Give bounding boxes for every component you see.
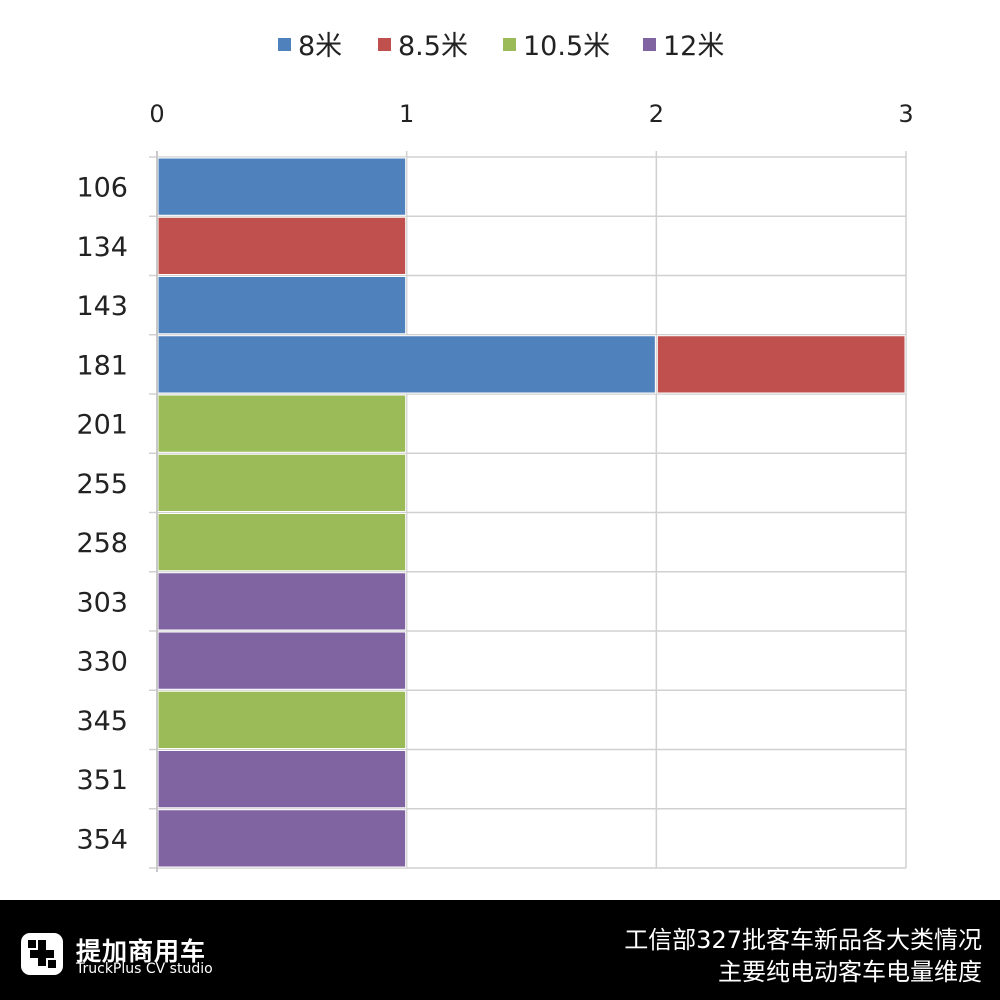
legend-label: 8米 bbox=[298, 31, 342, 62]
category-label: 134 bbox=[76, 232, 128, 263]
category-label: 258 bbox=[76, 528, 128, 559]
category-label: 181 bbox=[76, 350, 128, 381]
x-tick-label: 3 bbox=[898, 100, 913, 128]
brand-name-cn: 提加商用车 bbox=[76, 937, 207, 966]
category-label: 255 bbox=[76, 469, 128, 500]
bar-segment bbox=[157, 216, 407, 275]
bar-segment bbox=[157, 572, 407, 631]
legend-label: 8.5米 bbox=[398, 31, 468, 62]
x-tick-label: 2 bbox=[649, 100, 664, 128]
legend-swatch bbox=[278, 38, 291, 51]
bar-segment bbox=[157, 750, 407, 809]
category-label: 354 bbox=[76, 824, 128, 855]
category-label: 143 bbox=[76, 291, 128, 322]
category-label: 351 bbox=[76, 765, 128, 796]
bar-segment bbox=[157, 809, 407, 868]
bar-segment bbox=[157, 276, 407, 335]
caption-line-1: 工信部327批客车新品各大类情况 bbox=[624, 926, 982, 954]
x-tick-label: 0 bbox=[149, 100, 164, 128]
category-label: 345 bbox=[76, 706, 128, 737]
caption-line-2: 主要纯电动客车电量维度 bbox=[718, 958, 982, 986]
truckplus-logo-icon bbox=[21, 933, 63, 975]
category-label: 106 bbox=[76, 173, 128, 204]
category-label: 330 bbox=[76, 647, 128, 678]
legend-label: 12米 bbox=[663, 31, 724, 62]
bar-segment bbox=[157, 631, 407, 690]
footer-bar bbox=[0, 900, 1000, 1000]
y-axis-labels: 106 134 143 181 201 255 258 303 330 345 351 354 bbox=[76, 173, 128, 856]
bar-segment bbox=[656, 335, 906, 394]
category-label: 303 bbox=[76, 587, 128, 618]
legend-swatch bbox=[378, 38, 391, 51]
legend-swatch bbox=[643, 38, 656, 51]
chart-bars bbox=[157, 157, 906, 868]
chart-gridlines bbox=[149, 151, 907, 869]
bar-segment bbox=[157, 690, 407, 749]
x-tick-label: 1 bbox=[399, 100, 414, 128]
x-axis-ticks: 0 1 2 3 bbox=[149, 100, 913, 128]
chart-legend: 8米 8.5米 10.5米 12米 bbox=[278, 31, 724, 62]
brand-name-en: TruckPlus CV studio bbox=[76, 961, 213, 977]
bar-segment bbox=[157, 335, 656, 394]
legend-label: 10.5米 bbox=[523, 31, 610, 62]
bar-segment bbox=[157, 513, 407, 572]
bar-chart: 8米 8.5米 10.5米 12米 0 1 2 3 106 134 143 181 201 255 25… bbox=[76, 31, 914, 872]
bar-segment bbox=[157, 394, 407, 453]
bar-segment bbox=[157, 157, 407, 216]
category-label: 201 bbox=[76, 410, 128, 441]
bar-segment bbox=[157, 453, 407, 512]
legend-swatch bbox=[503, 38, 516, 51]
